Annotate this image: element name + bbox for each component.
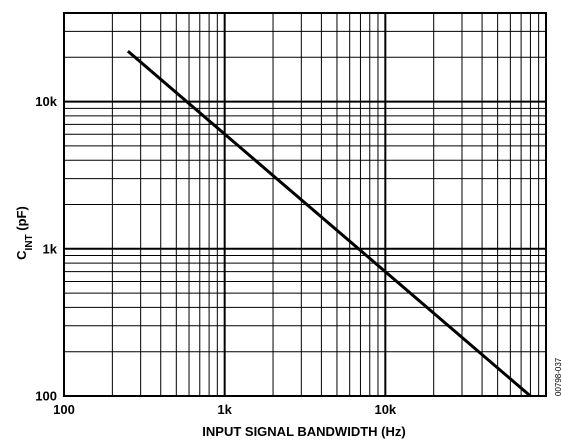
y-axis-title: CINT (pF) bbox=[14, 206, 35, 260]
x-axis-title: INPUT SIGNAL BANDWIDTH (Hz) bbox=[202, 424, 405, 439]
grid bbox=[64, 13, 546, 396]
y-tick-label: 100 bbox=[35, 389, 57, 404]
figure-id: 00798-037 bbox=[554, 357, 561, 396]
y-tick-label: 10k bbox=[35, 94, 57, 109]
y-axis-title-main: C bbox=[14, 250, 29, 260]
x-tick-label: 10k bbox=[374, 402, 396, 417]
x-tick-label: 100 bbox=[53, 402, 75, 417]
y-tick-label: 1k bbox=[43, 241, 58, 256]
series-layer bbox=[126, 50, 532, 398]
plot-frame bbox=[63, 12, 547, 397]
y-tick-labels: 100 1k 10k bbox=[35, 94, 57, 403]
y-axis-title-rest: (pF) bbox=[14, 206, 29, 234]
series-line-0 bbox=[126, 50, 532, 398]
x-tick-label: 1k bbox=[217, 402, 232, 417]
x-tick-labels: 100 1k 10k bbox=[53, 402, 397, 417]
y-axis-title-sub: INT bbox=[24, 234, 35, 250]
